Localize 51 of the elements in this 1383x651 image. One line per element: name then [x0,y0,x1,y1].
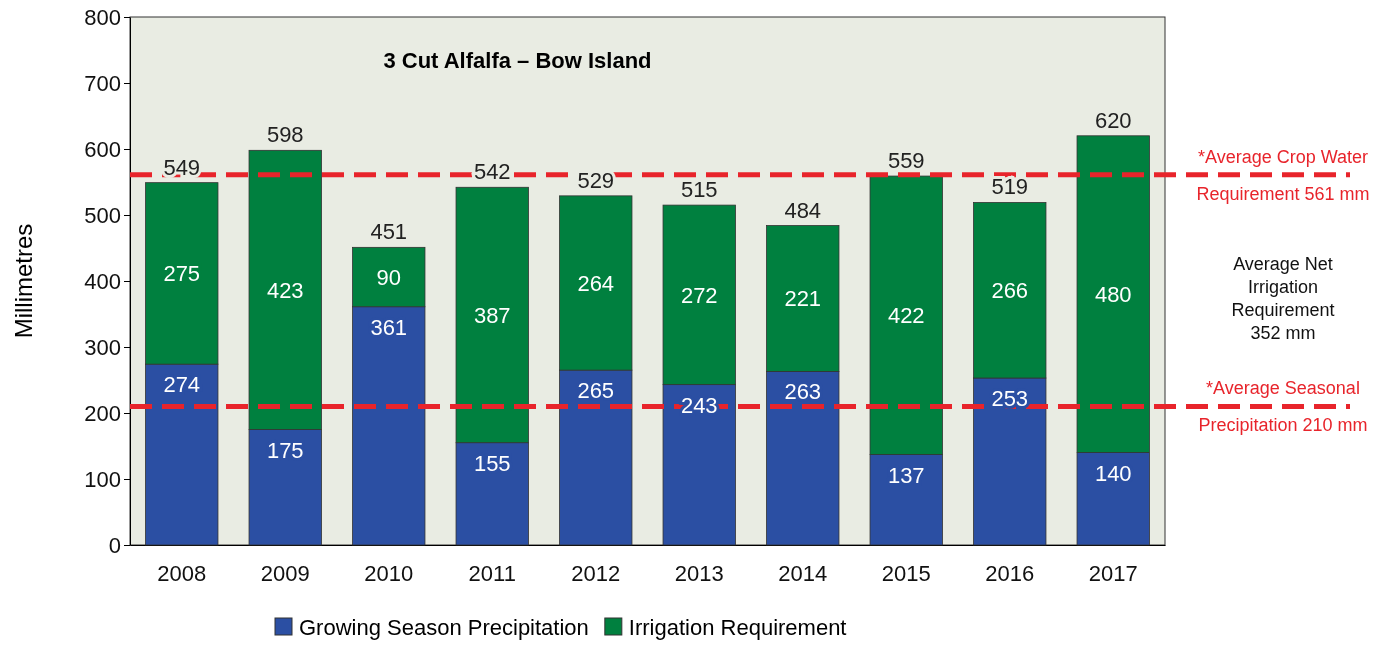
data-label: 274 [163,372,201,398]
total-label: 451 [370,219,408,245]
data-label: 221 [784,286,822,312]
x-tick-label: 2012 [571,560,621,586]
y-tick-label: 500 [84,202,121,228]
x-tick-label: 2010 [364,560,414,586]
x-tick-label: 2008 [157,560,207,586]
text: Average Net Irrigation Requirement 352 mm [1231,254,1335,343]
y-tick-label: 700 [84,70,121,96]
y-tick-label: 0 [108,532,121,558]
data-label: 480 [1094,282,1132,308]
x-tick-label: 2013 [674,560,724,586]
data-label: 266 [991,278,1029,304]
data-label: 175 [266,437,304,463]
data-label: 361 [370,314,408,340]
data-label: 155 [473,450,511,476]
total-label: 515 [680,177,718,203]
data-label: 423 [266,277,304,303]
x-tick-label: 2017 [1088,560,1138,586]
data-label: 387 [473,302,511,328]
total-label: 620 [1094,107,1132,133]
y-tick-label: 800 [84,4,121,30]
data-label: 137 [887,462,925,488]
total-label: 519 [991,174,1029,200]
x-tick-label: 2009 [260,560,310,586]
total-label: 559 [887,148,925,174]
text: 3 Cut Alfalfa – Bow Island [383,48,652,73]
total-label: 484 [784,197,822,223]
y-tick-label: 100 [84,466,121,492]
data-label: 140 [1094,460,1132,486]
data-label: 272 [680,282,718,308]
x-tick-label: 2014 [778,560,828,586]
y-axis-title: Millimetres [10,223,37,339]
legend-label: Growing Season Precipitation [299,615,589,640]
total-label: 598 [266,122,304,148]
x-tick-label: 2015 [881,560,931,586]
data-label: 275 [163,261,201,287]
y-tick-label: 200 [84,400,121,426]
y-tick-label: 600 [84,136,121,162]
data-label: 90 [376,265,401,291]
y-tick-label: 300 [84,334,121,360]
x-tick-label: 2016 [985,560,1035,586]
data-label: 265 [577,378,615,404]
legend-label: Irrigation Requirement [628,615,847,640]
data-label: 422 [887,303,925,329]
x-tick-label: 2011 [468,560,516,586]
data-label: 264 [577,270,615,296]
data-label: 263 [784,379,822,405]
y-tick-label: 400 [84,268,121,294]
ref-line-label: *Average Seasonal Precipitation 210 mm [1198,378,1368,436]
ref-line-label: *Average Crop Water Requirement 561 mm [1196,146,1370,204]
